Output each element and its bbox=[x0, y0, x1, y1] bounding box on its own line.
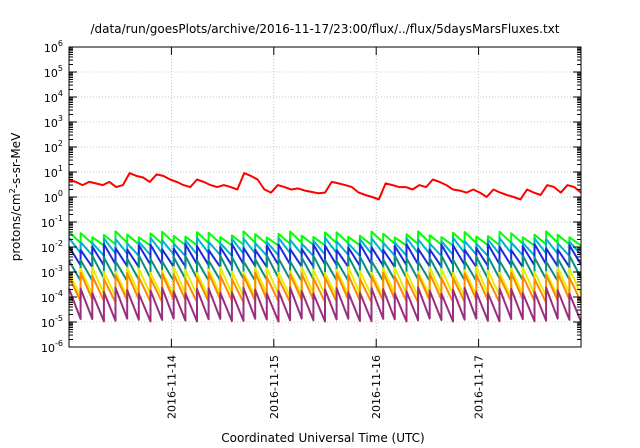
y-axis: 10-610-510-410-310-210-11001011021031041… bbox=[41, 39, 581, 355]
y-tick-exponent: -2 bbox=[55, 239, 63, 248]
y-axis-label-rest: -s-sr-MeV bbox=[9, 132, 23, 188]
y-tick-base: 10 bbox=[44, 142, 58, 155]
y-tick-exponent: 1 bbox=[58, 164, 63, 173]
y-tick-label: 102 bbox=[44, 139, 63, 155]
x-tick-label: 2016-11-17 bbox=[473, 355, 486, 419]
x-tick-label: 2016-11-15 bbox=[268, 355, 281, 419]
y-tick-label: 101 bbox=[44, 164, 63, 180]
y-tick-exponent: 3 bbox=[58, 114, 63, 123]
x-tick-label: 2016-11-14 bbox=[165, 355, 178, 419]
y-tick-base: 10 bbox=[41, 267, 55, 280]
y-tick-exponent: 2 bbox=[58, 139, 63, 148]
y-tick-label: 106 bbox=[44, 39, 63, 55]
y-tick-base: 10 bbox=[41, 217, 55, 230]
y-tick-base: 10 bbox=[44, 92, 58, 105]
y-tick-exponent: -1 bbox=[55, 214, 63, 223]
y-tick-label: 104 bbox=[44, 89, 63, 105]
series-group bbox=[68, 172, 582, 323]
y-tick-label: 10-5 bbox=[41, 314, 63, 330]
y-tick-label: 10-6 bbox=[41, 339, 63, 355]
x-tick-label: 2016-11-16 bbox=[370, 355, 383, 419]
y-tick-exponent: -4 bbox=[55, 289, 63, 298]
series-line bbox=[68, 172, 582, 201]
y-tick-base: 10 bbox=[44, 192, 58, 205]
y-tick-base: 10 bbox=[41, 242, 55, 255]
chart-title: /data/run/goesPlots/archive/2016-11-17/2… bbox=[91, 22, 560, 36]
y-axis-label: protons/cm2-s-sr-MeV bbox=[8, 132, 23, 261]
y-tick-exponent: -6 bbox=[55, 339, 63, 348]
y-tick-base: 10 bbox=[44, 167, 58, 180]
x-axis-label: Coordinated Universal Time (UTC) bbox=[221, 431, 424, 445]
series-line bbox=[68, 254, 582, 282]
y-tick-label: 10-1 bbox=[41, 214, 63, 230]
y-tick-label: 100 bbox=[44, 189, 63, 205]
series-line bbox=[68, 243, 582, 269]
y-tick-label: 103 bbox=[44, 114, 63, 130]
y-tick-base: 10 bbox=[44, 67, 58, 80]
y-tick-base: 10 bbox=[41, 317, 55, 330]
y-tick-base: 10 bbox=[41, 292, 55, 305]
y-tick-exponent: -5 bbox=[55, 314, 63, 323]
series-line bbox=[68, 286, 582, 323]
y-tick-exponent: 5 bbox=[58, 64, 63, 73]
x-axis: 2016-11-14 2016-11-15 2016-11-16 2016-11-17 bbox=[165, 47, 486, 419]
y-tick-label: 10-3 bbox=[41, 264, 63, 280]
y-tick-base: 10 bbox=[44, 42, 58, 55]
y-tick-label: 10-4 bbox=[41, 289, 63, 305]
y-tick-exponent: 4 bbox=[58, 89, 63, 98]
y-tick-exponent: 0 bbox=[58, 189, 63, 198]
y-tick-exponent: 6 bbox=[58, 39, 63, 48]
y-axis-label-unit: protons/cm bbox=[9, 193, 23, 261]
y-tick-exponent: -3 bbox=[55, 264, 63, 273]
y-tick-label: 105 bbox=[44, 64, 63, 80]
y-tick-label: 10-2 bbox=[41, 239, 63, 255]
y-tick-base: 10 bbox=[44, 117, 58, 130]
y-tick-base: 10 bbox=[41, 342, 55, 355]
y-axis-label-exponent: 2 bbox=[8, 188, 17, 193]
